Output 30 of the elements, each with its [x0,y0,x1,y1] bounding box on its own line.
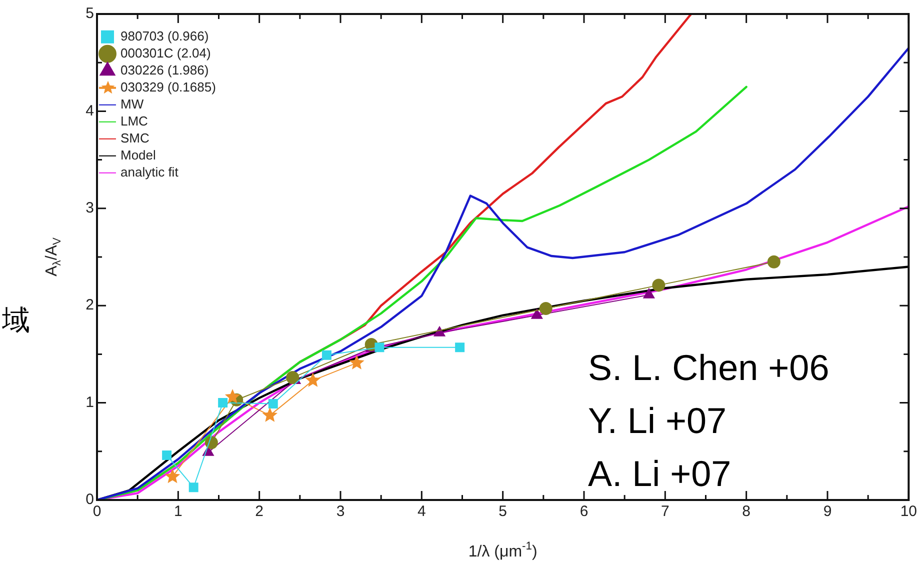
legend-label: MW [120,96,144,112]
x-tick-label: 10 [900,503,917,520]
x-tick-label: 7 [660,503,670,520]
x-tick-label: 6 [580,503,588,520]
legend-label: 030226 (1.986) [120,62,209,78]
text: 域 [1,304,30,336]
y-tick-label: 5 [86,5,94,22]
annotation: Y. Li +07 [588,400,727,441]
y-tick-label: 2 [86,296,94,314]
x-tick-label: 5 [498,503,507,520]
x-tick-label: 4 [417,503,426,520]
legend-label: 000301C (2.04) [120,45,211,60]
y-tick-label: 1 [86,394,94,411]
legend-label: analytic fit [120,164,179,180]
x-tick-label: 1 [174,503,182,520]
legend-label: SMC [120,130,150,146]
legend-label: 030329 (0.1685) [120,79,216,94]
annotation: S. L. Chen +06 [588,347,830,388]
x-tick-label: 2 [255,503,264,520]
x-tick-label: 8 [742,503,750,520]
y-tick-label: 3 [86,200,94,217]
annotation: A. Li +07 [588,453,732,494]
legend-label: Model [120,147,156,162]
y-axis-title: Aλ/AV [43,237,64,276]
x-tick-label: 3 [336,503,345,520]
legend-label: LMC [120,113,148,128]
legend-label: 980703 (0.966) [120,28,209,44]
y-tick-label: 0 [86,491,94,508]
y-tick-label: 4 [86,102,94,120]
x-tick-label: 9 [823,503,832,520]
